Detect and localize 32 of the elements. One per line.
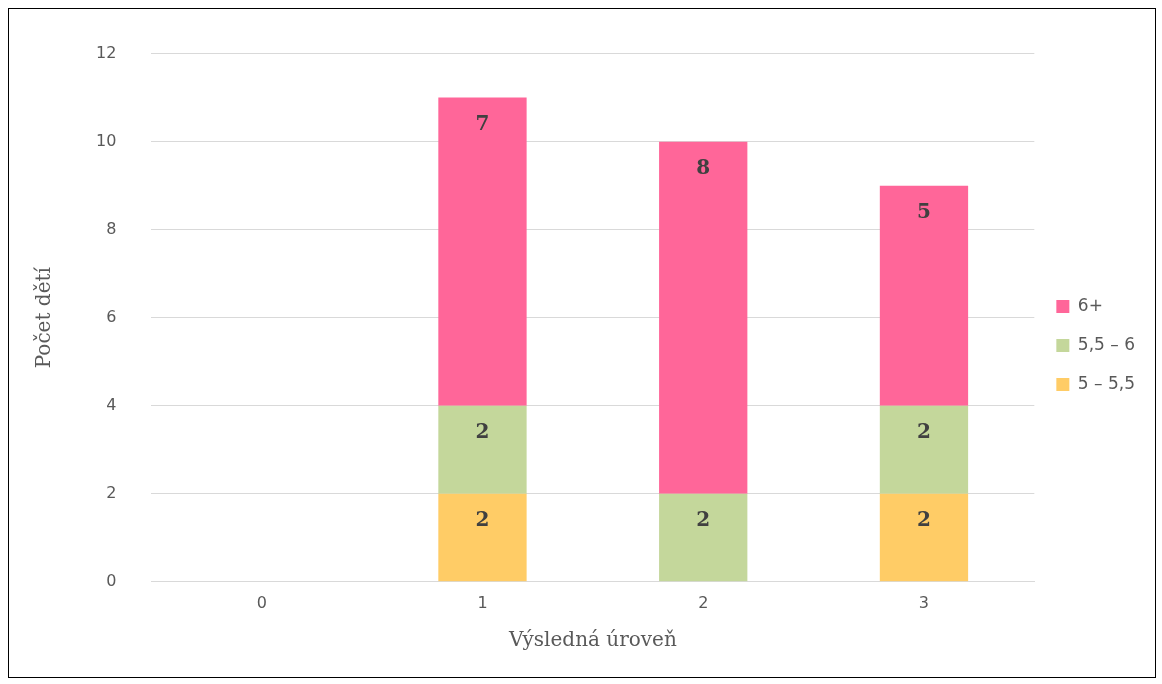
y-tick-label: 10: [96, 130, 117, 150]
bar: [438, 405, 527, 494]
y-axis-title: Počet dětí: [31, 266, 56, 369]
y-tick-label: 4: [106, 394, 117, 414]
data-label: 2: [475, 418, 490, 443]
data-label: 2: [696, 506, 711, 531]
x-tick-label: 0: [256, 592, 267, 612]
data-label: 2: [475, 506, 490, 531]
legend-label: 6+: [1077, 294, 1103, 315]
data-label: 8: [696, 154, 711, 179]
legend-label: 5 – 5,5: [1077, 372, 1136, 393]
bar: [879, 405, 969, 494]
y-tick-label: 0: [106, 570, 117, 590]
x-tick-label: 2: [698, 592, 709, 612]
data-label: 2: [917, 418, 931, 443]
x-axis-title: Výsledná úroveň: [507, 627, 677, 652]
data-label: 5: [917, 198, 931, 223]
legend-label: 5,5 – 6: [1077, 333, 1136, 354]
x-tick-label: 1: [477, 592, 488, 612]
bar: [438, 97, 527, 406]
y-tick-label: 8: [106, 218, 117, 238]
bar: [438, 493, 527, 582]
y-tick-label: 12: [96, 42, 117, 62]
bar: [659, 493, 748, 582]
x-tick-label: 3: [918, 592, 930, 612]
bar: [879, 493, 969, 582]
data-label: 2: [917, 506, 931, 531]
data-label: 7: [475, 110, 490, 135]
bar: [879, 185, 969, 406]
bar: [659, 141, 748, 494]
y-tick-label: 6: [106, 306, 117, 326]
y-tick-label: 2: [106, 482, 117, 502]
